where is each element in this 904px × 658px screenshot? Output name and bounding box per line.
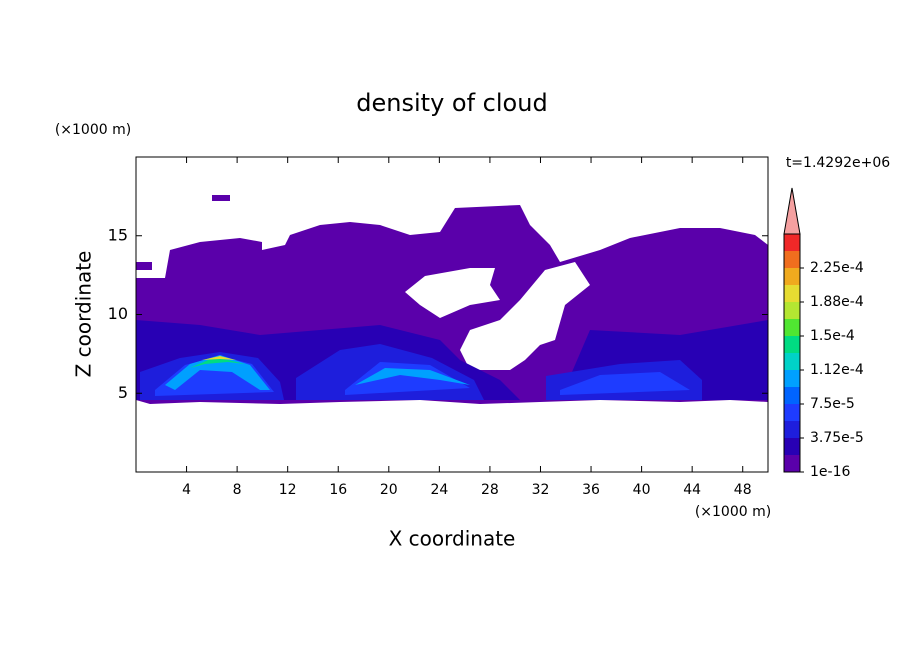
contour-fill xyxy=(202,356,236,360)
colorbar-label: 3.75e-5 xyxy=(810,430,864,446)
y-tick-label: 10 xyxy=(108,304,128,323)
colorbar-label: 1.12e-4 xyxy=(810,362,864,378)
y-tick-label: 5 xyxy=(118,383,128,402)
gap xyxy=(460,262,590,370)
colorbar-band xyxy=(784,438,800,455)
colorbar-band xyxy=(784,285,800,302)
colorbar-band xyxy=(784,336,800,353)
gap xyxy=(405,268,500,318)
x-tick-label: 4 xyxy=(182,482,191,498)
x-tick-label: 32 xyxy=(532,482,550,498)
contour-fill xyxy=(355,368,470,385)
x-axis-label: X coordinate xyxy=(389,527,516,551)
colorbar-band xyxy=(784,421,800,438)
x-tick-label: 28 xyxy=(481,482,499,498)
x-tick-label: 40 xyxy=(633,482,651,498)
colorbar-band xyxy=(784,268,800,285)
colorbar-band xyxy=(784,251,800,268)
x-tick-label: 36 xyxy=(582,482,600,498)
y-tick-label: 15 xyxy=(108,225,128,244)
contour-field xyxy=(136,195,768,404)
contour-fill xyxy=(136,262,152,270)
contour-fill xyxy=(560,372,690,395)
colorbar-label: 1e-16 xyxy=(810,464,850,480)
colorbar-label: 1.88e-4 xyxy=(810,294,864,310)
colorbar-band xyxy=(784,387,800,404)
colorbar-band xyxy=(784,404,800,421)
x-tick-label: 12 xyxy=(279,482,297,498)
x-unit: (×1000 m) xyxy=(695,504,771,520)
colorbar-band xyxy=(784,234,800,251)
colorbar-band xyxy=(784,455,800,472)
chart-title: density of cloud xyxy=(356,89,547,117)
colorbar-label: 7.5e-5 xyxy=(810,396,855,412)
colorbar-band xyxy=(784,370,800,387)
x-tick-label: 20 xyxy=(380,482,398,498)
contour-fill xyxy=(345,362,470,395)
colorbar-band xyxy=(784,353,800,370)
x-tick-label: 44 xyxy=(683,482,701,498)
y-axis-label: Z coordinate xyxy=(72,251,96,378)
x-tick-label: 24 xyxy=(430,482,448,498)
colorbar-frame xyxy=(783,233,801,473)
x-tick-label: 16 xyxy=(329,482,347,498)
x-tick-label: 48 xyxy=(734,482,752,498)
colorbar-band xyxy=(784,319,800,336)
colorbar-label: 2.25e-4 xyxy=(810,260,864,276)
contour-fill xyxy=(212,195,230,201)
y-unit: (×1000 m) xyxy=(55,122,131,138)
colorbar-label: 1.5e-4 xyxy=(810,328,855,344)
colorbar-band xyxy=(784,302,800,319)
contour-fill xyxy=(190,357,245,368)
x-tick-label: 8 xyxy=(233,482,242,498)
time-label: t=1.4292e+06 xyxy=(786,155,890,171)
